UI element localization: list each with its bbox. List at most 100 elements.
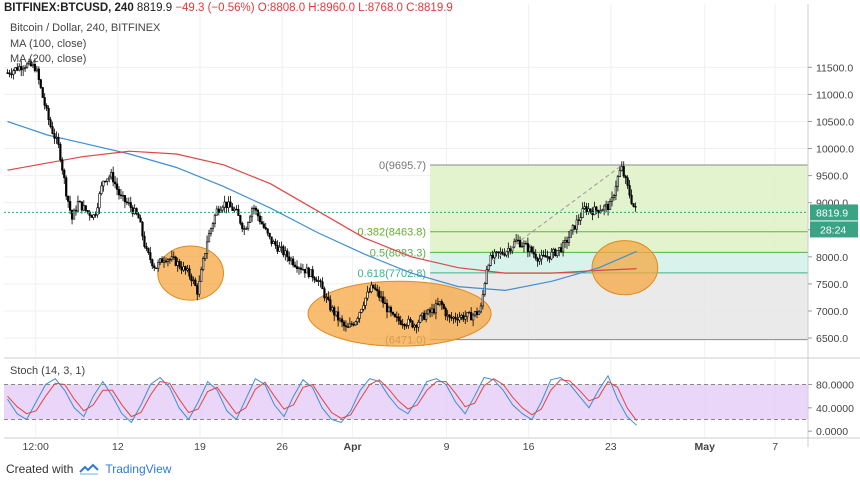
candle-body bbox=[225, 201, 228, 209]
candle-body bbox=[35, 68, 38, 72]
candle-body bbox=[569, 229, 573, 238]
candle-body bbox=[503, 253, 506, 256]
candle-body bbox=[423, 312, 426, 320]
candle-body bbox=[84, 205, 87, 211]
candle-body bbox=[329, 299, 332, 311]
candle-body bbox=[393, 313, 396, 318]
candle-body bbox=[485, 269, 488, 284]
candle-body bbox=[164, 260, 168, 263]
candle-body bbox=[520, 245, 524, 248]
candle-body bbox=[276, 245, 279, 252]
candle-body bbox=[307, 267, 310, 278]
candle-body bbox=[207, 233, 211, 243]
candle-body bbox=[18, 66, 21, 71]
candle-body bbox=[399, 320, 402, 325]
candle-body bbox=[601, 209, 604, 212]
candle-body bbox=[567, 236, 571, 243]
candle-body bbox=[27, 61, 31, 65]
candle-body bbox=[157, 262, 160, 269]
stoch-k-line bbox=[7, 374, 637, 426]
candle-body bbox=[595, 206, 598, 211]
candle-body bbox=[297, 267, 301, 270]
candle-body bbox=[20, 66, 23, 71]
candle-body bbox=[262, 223, 265, 228]
tradingview-logo-icon bbox=[79, 463, 100, 475]
candle-body bbox=[491, 255, 494, 259]
candle-body bbox=[630, 194, 633, 204]
candle-body bbox=[233, 208, 236, 211]
candle-body bbox=[286, 250, 289, 258]
candle-body bbox=[37, 68, 40, 80]
candle-body bbox=[321, 281, 324, 290]
last-price-badge-label: 8819.9 bbox=[816, 207, 848, 219]
candle-body bbox=[552, 248, 555, 253]
candle-body bbox=[247, 222, 250, 229]
candle-body bbox=[378, 290, 381, 298]
candle-body bbox=[80, 201, 83, 211]
candle-body bbox=[24, 67, 27, 69]
candle-body bbox=[16, 67, 19, 71]
candle-body bbox=[354, 321, 357, 326]
candle-body bbox=[55, 137, 58, 139]
candle-body bbox=[571, 225, 574, 231]
candle-body bbox=[425, 313, 428, 320]
candle-body bbox=[254, 207, 258, 211]
footer: Created with TradingView bbox=[6, 462, 171, 476]
candle-body bbox=[299, 267, 303, 270]
candle-body bbox=[350, 323, 353, 325]
price-tick-label: 8000.0 bbox=[816, 252, 848, 264]
candle-body bbox=[284, 250, 287, 256]
candle-body bbox=[577, 219, 580, 222]
candle-body bbox=[53, 133, 56, 139]
candle-body bbox=[121, 195, 125, 197]
candle-body bbox=[370, 284, 373, 293]
candle-body bbox=[301, 269, 305, 271]
candle-body bbox=[493, 251, 496, 259]
candle-body bbox=[178, 261, 181, 268]
time-tick-label: May bbox=[694, 441, 715, 453]
created-with-label: Created with bbox=[6, 462, 74, 476]
candle-body bbox=[579, 217, 582, 221]
candle-body bbox=[387, 307, 391, 313]
candle-body bbox=[391, 311, 394, 315]
candle-body bbox=[149, 252, 152, 260]
candle-body bbox=[401, 323, 404, 326]
candle-body bbox=[340, 318, 344, 323]
candle-body bbox=[14, 67, 17, 71]
candle-body bbox=[605, 203, 608, 207]
candle-body bbox=[272, 241, 275, 244]
ma200-legend[interactable]: MA (200, close) bbox=[10, 53, 87, 65]
candle-body bbox=[583, 206, 586, 209]
stoch-d-line bbox=[7, 378, 638, 421]
candle-body bbox=[82, 205, 85, 211]
candle-body bbox=[313, 277, 316, 281]
stoch-legend[interactable]: Stoch (14, 3, 1) bbox=[10, 365, 86, 377]
candle-body bbox=[25, 63, 29, 68]
candle-body bbox=[190, 275, 193, 282]
candle-body bbox=[317, 280, 320, 282]
candle-body bbox=[622, 166, 625, 177]
candle-body bbox=[526, 243, 529, 252]
candle-body bbox=[497, 251, 500, 254]
candle-body bbox=[554, 248, 557, 256]
candle-body bbox=[473, 311, 477, 316]
candle-body bbox=[192, 279, 195, 282]
tradingview-link[interactable]: TradingView bbox=[105, 462, 172, 476]
candle-body bbox=[92, 214, 95, 218]
candle-body bbox=[117, 189, 121, 196]
price-tick-label: 10000.0 bbox=[816, 144, 854, 156]
candle-body bbox=[309, 269, 312, 278]
candle-body bbox=[518, 239, 522, 248]
candle-body bbox=[186, 268, 189, 271]
candle-body bbox=[67, 195, 70, 202]
candle-body bbox=[49, 119, 52, 127]
candle-body bbox=[374, 287, 377, 290]
ma100-legend[interactable]: MA (100, close) bbox=[10, 38, 87, 50]
candle-body bbox=[436, 303, 439, 305]
candle-body bbox=[174, 256, 177, 266]
candle-body bbox=[507, 248, 510, 252]
candle-body bbox=[626, 177, 629, 186]
candle-body bbox=[385, 303, 389, 313]
candle-body bbox=[98, 193, 101, 209]
candle-body bbox=[188, 268, 191, 277]
